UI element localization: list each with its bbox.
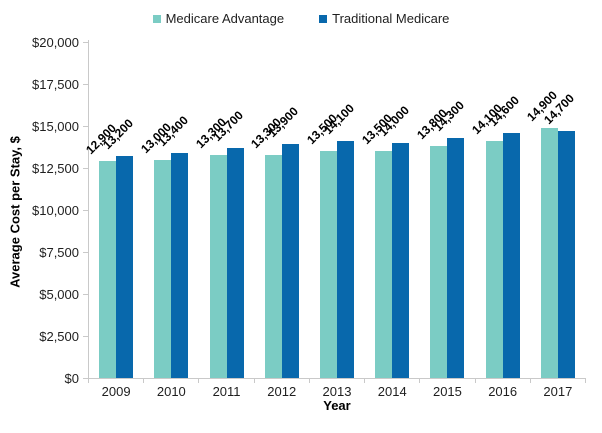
bar-medicare-advantage-2016	[485, 141, 503, 379]
data-label-text: 13,900	[265, 104, 302, 141]
legend-label-traditional-medicare: Traditional Medicare	[332, 11, 450, 26]
x-axis-title: Year	[323, 398, 351, 413]
data-label-text: 14,600	[486, 92, 523, 129]
x-tick-mark	[529, 378, 531, 383]
bar-medicare-advantage-2011	[209, 154, 227, 379]
x-tick-mark	[198, 378, 200, 383]
y-tick-label: $0	[64, 370, 79, 386]
legend-swatch-traditional-medicare	[319, 14, 328, 23]
x-tick-label-2016: 2016	[488, 384, 518, 399]
x-tick-label-2017: 2017	[543, 384, 573, 399]
y-tick-mark	[83, 209, 88, 211]
y-tick-label: $10,000	[32, 202, 79, 218]
y-tick-label: $2,500	[39, 328, 79, 344]
x-tick-mark	[143, 378, 145, 383]
bar-traditional-medicare-2012	[281, 144, 299, 379]
data-label-text: 13,200	[99, 116, 136, 153]
y-tick-mark	[83, 83, 88, 85]
y-tick-label: $15,000	[32, 118, 79, 134]
y-tick-label: $7,500	[39, 244, 79, 260]
x-tick-label-2015: 2015	[432, 384, 462, 399]
bar-medicare-advantage-2014	[375, 151, 393, 379]
y-tick-label: $20,000	[32, 34, 79, 50]
x-tick-mark	[419, 378, 421, 383]
y-tick-mark	[83, 377, 88, 379]
x-tick-label-2012: 2012	[267, 384, 297, 399]
y-tick-mark	[83, 293, 88, 295]
y-tick-mark	[83, 41, 88, 43]
y-tick-mark	[83, 125, 88, 127]
y-axis-line	[88, 40, 89, 379]
y-tick-label: $17,500	[32, 76, 79, 92]
x-tick-mark	[474, 378, 476, 383]
bar-medicare-advantage-2017	[540, 127, 558, 379]
bar-medicare-advantage-2009	[99, 161, 117, 379]
bar-traditional-medicare-2014	[392, 142, 410, 379]
legend-item-medicare-advantage: Medicare Advantage	[152, 11, 285, 26]
legend-label-medicare-advantage: Medicare Advantage	[165, 11, 285, 26]
x-tick-label-2011: 2011	[212, 384, 241, 399]
x-tick-label-2013: 2013	[322, 384, 352, 399]
bar-medicare-advantage-2015	[430, 146, 448, 379]
legend-item-traditional-medicare: Traditional Medicare	[319, 11, 449, 26]
legend: Medicare Advantage Traditional Medicare	[0, 11, 602, 26]
bar-medicare-advantage-2013	[320, 151, 337, 379]
x-tick-label-2009: 2009	[101, 384, 131, 399]
legend-swatch-medicare-advantage	[152, 14, 161, 23]
bar-traditional-medicare-2015	[447, 137, 465, 379]
bar-traditional-medicare-2009	[116, 156, 134, 379]
y-tick-mark	[83, 167, 88, 169]
y-tick-mark	[83, 335, 88, 337]
bar-traditional-medicare-2011	[226, 147, 244, 379]
data-label-text: 13,400	[154, 113, 191, 149]
x-tick-label-2010: 2010	[156, 384, 186, 399]
bar-traditional-medicare-2017	[557, 131, 575, 379]
bar-traditional-medicare-2010	[171, 152, 189, 379]
bar-medicare-advantage-2010	[154, 159, 172, 379]
y-tick-label: $12,500	[32, 160, 79, 176]
bar-traditional-medicare-2013	[337, 141, 354, 379]
x-tick-mark	[88, 378, 89, 383]
data-label-text: 13,700	[210, 107, 246, 144]
x-tick-mark	[364, 378, 366, 383]
x-tick-mark	[585, 378, 586, 383]
y-tick-label: $5,000	[39, 286, 79, 302]
x-tick-label-2014: 2014	[377, 384, 407, 399]
x-tick-mark	[308, 378, 310, 383]
bar-traditional-medicare-2016	[502, 132, 520, 379]
x-tick-mark	[253, 378, 255, 383]
bar-medicare-advantage-2012	[264, 154, 282, 379]
y-tick-mark	[83, 251, 88, 253]
